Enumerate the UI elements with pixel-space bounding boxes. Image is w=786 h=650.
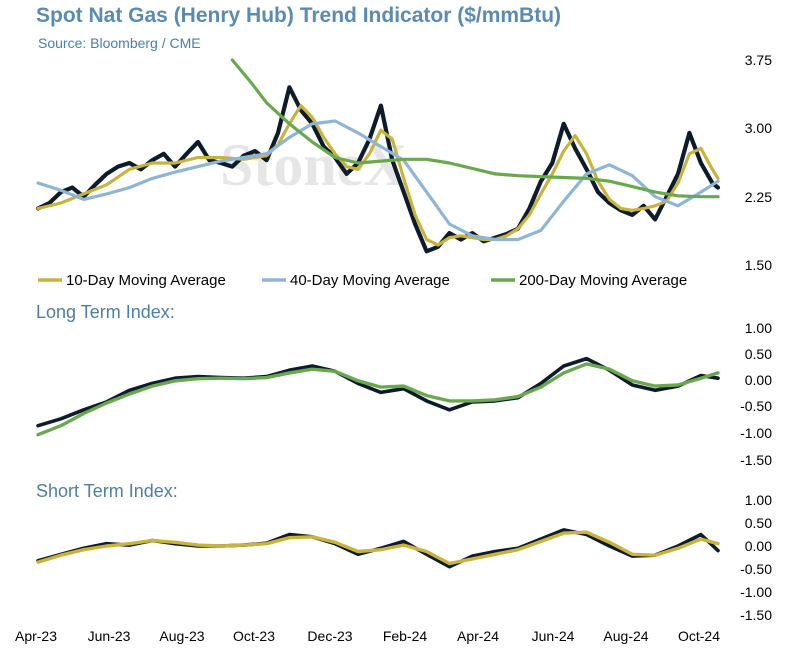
ma10-line [36,104,720,247]
x-tick-label: Jun-24 [532,628,575,644]
x-tick-label: Apr-23 [15,628,57,644]
y-tick-label: 0.00 [745,372,772,388]
x-tick-label: Apr-24 [457,628,499,644]
legend-label: 10-Day Moving Average [66,272,226,289]
legend-label: 200-Day Moving Average [519,272,687,289]
x-tick-label: Jun-23 [88,628,131,644]
ma200-line [230,58,720,199]
long-term-index-panel [36,356,720,437]
y-tick-label: 0.00 [745,538,772,554]
short-term-index-title: Short Term Index: [36,481,178,501]
long-term-index-line [36,362,720,437]
y-tick-label: 1.00 [745,320,772,336]
x-tick-label: Oct-23 [233,628,275,644]
y-tick-label: 1.00 [745,492,772,508]
chart-source: Source: Bloomberg / CME [38,35,201,51]
x-axis: Apr-23 Jun-23 Aug-23 Oct-23 Dec-23 Feb-24 Apr-… [15,628,720,644]
x-tick-label: Aug-23 [159,628,204,644]
x-tick-label: Feb-24 [383,628,428,644]
y-tick-label: -0.50 [740,398,772,414]
price-panel [35,58,721,254]
legend-label: 40-Day Moving Average [290,272,450,289]
y-tick-label: -1.50 [740,452,772,468]
long-term-y-axis: 1.00 0.50 0.00 -0.50 -1.00 -1.50 [740,320,772,468]
y-tick-label: -1.50 [740,607,772,623]
price-y-axis: 3.75 3.00 2.25 1.50 [745,52,772,273]
short-term-index-panel [36,528,720,569]
short-term-index-line [36,530,720,566]
ma40-line [36,119,720,242]
y-tick-label: -1.00 [740,584,772,600]
x-tick-label: Oct-24 [678,628,720,644]
chart-title: Spot Nat Gas (Henry Hub) Trend Indicator… [36,4,562,27]
x-tick-label: Aug-24 [603,628,648,644]
y-tick-label: 0.50 [745,515,772,531]
long-term-price-index-line [36,356,720,428]
x-tick-label: Dec-23 [307,628,352,644]
y-tick-label: -1.00 [740,425,772,441]
y-tick-label: 3.75 [745,52,772,68]
legend: 10-Day Moving Average 40-Day Moving Avera… [38,272,687,289]
short-term-y-axis: 1.00 0.50 0.00 -0.50 -1.00 -1.50 [740,492,772,623]
spot-price-line [35,85,721,254]
y-tick-label: 2.25 [745,189,772,205]
y-tick-label: 1.50 [745,257,772,273]
y-tick-label: 3.00 [745,120,772,136]
long-term-index-title: Long Term Index: [36,302,175,322]
y-tick-label: -0.50 [740,561,772,577]
y-tick-label: 0.50 [745,346,772,362]
